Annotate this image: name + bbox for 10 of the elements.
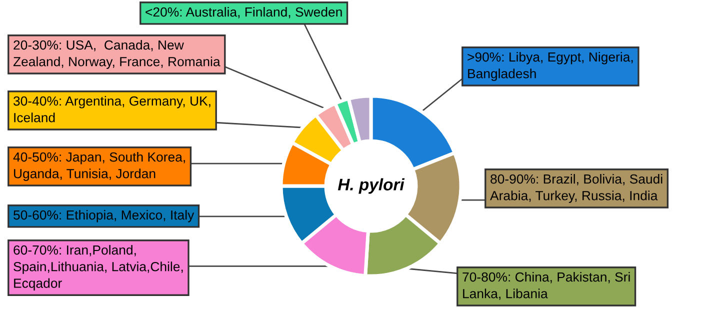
slice-label: 60-70%: Iran,Poland, Spain,Lithuania, Latvia,Chile, Ecqador xyxy=(14,245,183,291)
text: H. pylori xyxy=(338,178,405,194)
slice-label: 30-40%: Argentina, Germany, UK, Iceland xyxy=(14,96,210,122)
slice-label: >90%: Libya, Egypt, Nigeria, Bangladesh xyxy=(468,52,633,81)
slice-label: 50-60%: Ethiopia, Mexico, Italy xyxy=(14,210,194,222)
slice-label: 70-80%: China, Pakistan, Sri Lanka, Libania xyxy=(462,272,630,300)
slice-label: 20-30%: USA, Canada, New Zealand, Norway, France, Romania xyxy=(13,40,220,69)
slice-label: 40-50%: Japan, South Korea, Uganda, Tunisia, Jordan xyxy=(13,152,185,181)
slice-label: 80-90%: Brazil, Bolivia, Saudi Arabia, Turkey, Russia, India xyxy=(490,174,662,203)
slice-label: <20%: Australia, Finland, Sweden xyxy=(146,7,342,18)
